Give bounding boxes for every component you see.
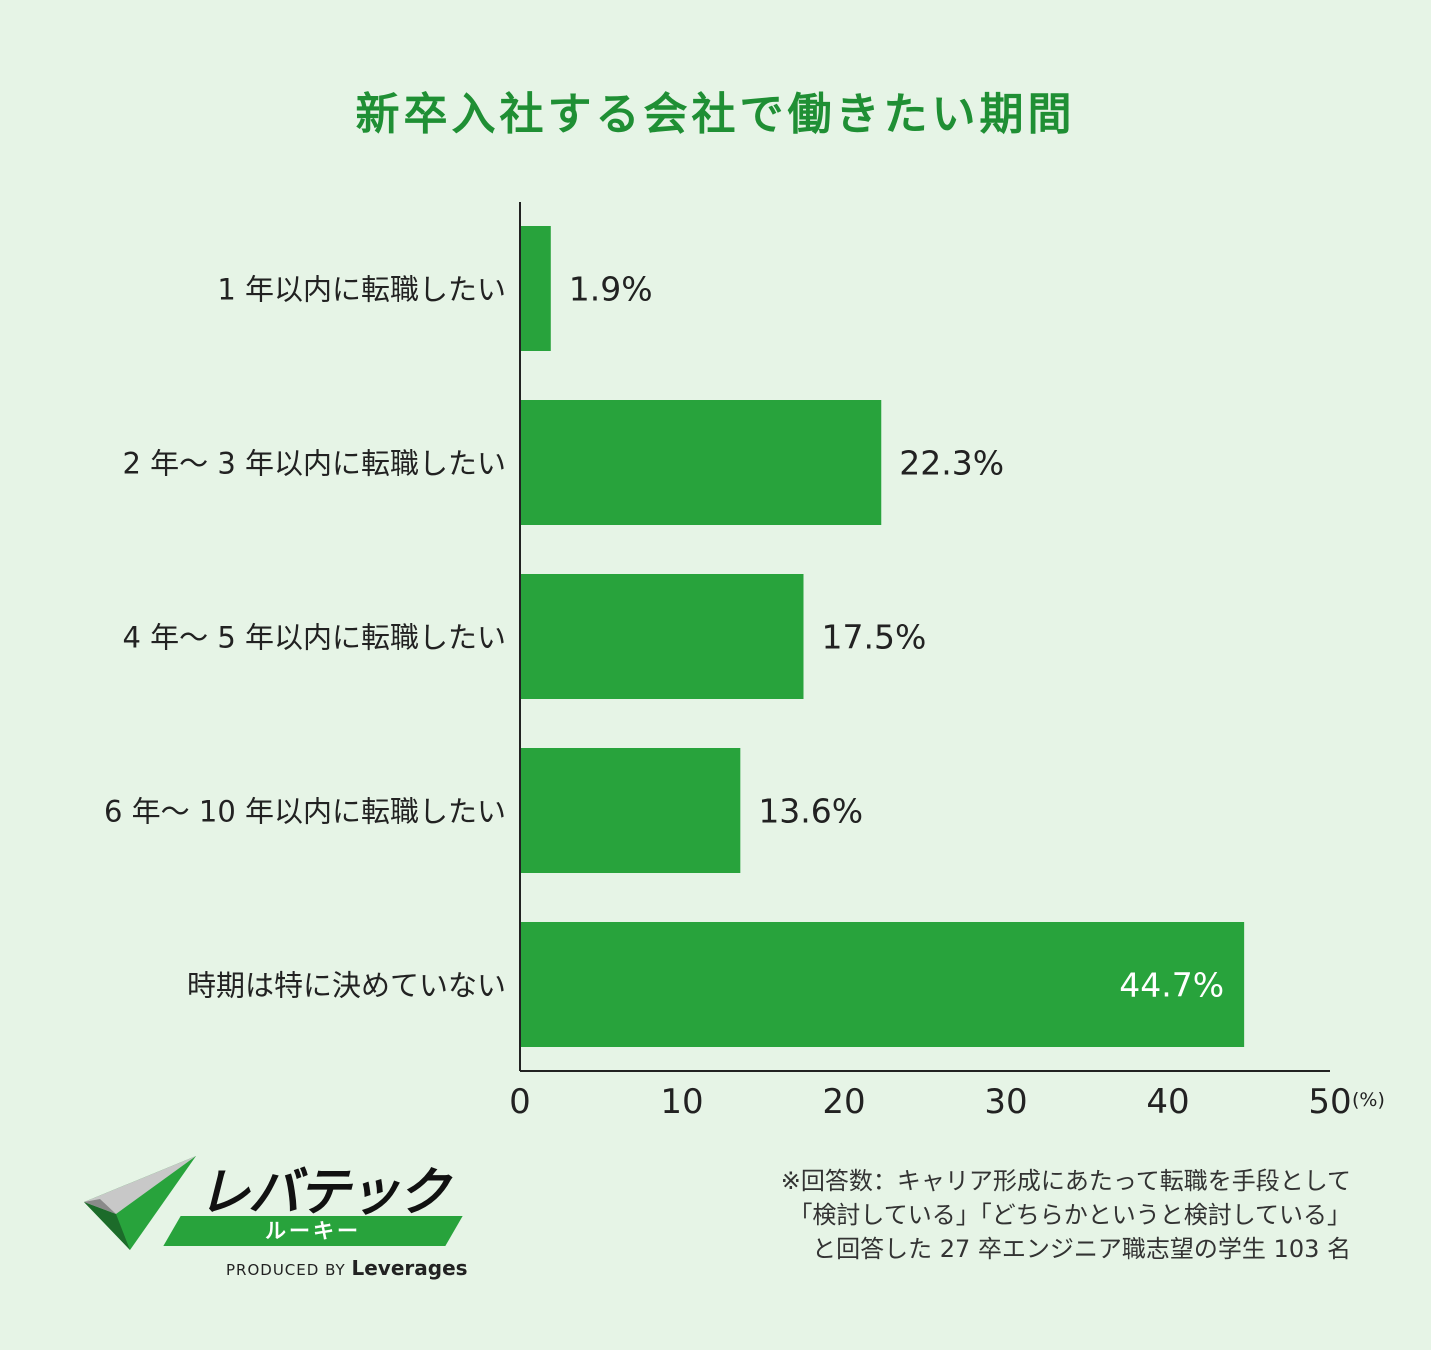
bar: [520, 748, 741, 873]
footnote-line: と回答した 27 卒エンジニア職志望の学生 103 名: [812, 1235, 1351, 1263]
logo-name: レバテック: [198, 1163, 450, 1223]
data-label: 22.3%: [899, 444, 1004, 483]
chart-title: 新卒入社する会社で働きたい期間: [355, 89, 1076, 140]
bar: [520, 922, 1245, 1047]
category-label: 6 年〜 10 年以内に転職したい: [104, 795, 506, 829]
brand-name: Leverages: [351, 1256, 468, 1280]
x-tick-label: 50: [1308, 1082, 1351, 1122]
x-tick-label: 30: [984, 1082, 1027, 1122]
x-tick-label: 20: [822, 1082, 865, 1122]
category-label: 1 年以内に転職したい: [217, 273, 506, 307]
bar: [520, 400, 882, 525]
produced-by-text: PRODUCED BY: [226, 1261, 346, 1279]
category-label: 時期は特に決めていない: [187, 969, 506, 1003]
category-label: 4 年〜 5 年以内に転職したい: [122, 621, 506, 655]
bar: [520, 574, 804, 699]
data-label: 13.6%: [758, 792, 863, 831]
logo-subtitle: ルーキー: [265, 1219, 361, 1243]
category-label: 2 年〜 3 年以内に転職したい: [122, 447, 506, 481]
data-label: 1.9%: [569, 270, 653, 309]
data-label: 17.5%: [822, 618, 927, 657]
footnote-line: ※回答数：キャリア形成にあたって転職を手段として: [780, 1167, 1351, 1195]
produced-by: PRODUCED BY Leverages: [226, 1256, 468, 1280]
bar: [520, 226, 551, 351]
footnote-line: 「検討している」「どちらかというと検討している」: [788, 1201, 1351, 1229]
x-tick-label: 0: [509, 1082, 531, 1122]
check-mark-icon: [84, 1156, 196, 1250]
x-tick-label: 40: [1146, 1082, 1189, 1122]
footnote: ※回答数：キャリア形成にあたって転職を手段として 「検討している」「どちらかとい…: [781, 1164, 1351, 1266]
x-axis-unit: (%): [1352, 1089, 1385, 1111]
x-tick-label: 10: [660, 1082, 703, 1122]
data-label: 44.7%: [1119, 966, 1224, 1005]
bar-chart: 1 年以内に転職したい 1.9% 2 年〜 3 年以内に転職したい 22.3% 4 年〜…: [104, 202, 1385, 1122]
levtech-rookie-logo: レバテック ルーキー PRODUCED BY Leverages: [80, 1148, 480, 1288]
